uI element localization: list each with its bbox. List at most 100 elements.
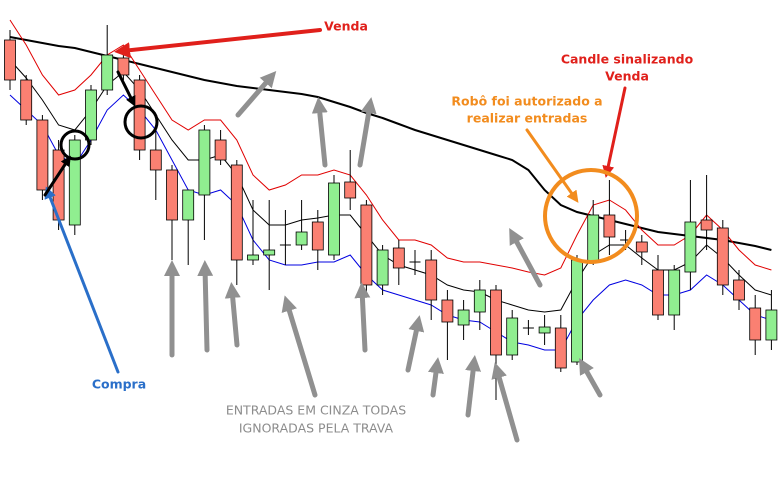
candle-body (490, 289, 502, 356)
candle-body (554, 327, 567, 369)
candle-body (700, 219, 713, 231)
candle-body (473, 289, 486, 313)
candle-body (635, 241, 648, 253)
annotation: Venda (605, 69, 649, 84)
candle (457, 300, 470, 340)
annotation: IGNORADAS PELA TRAVA (239, 421, 394, 436)
annotation: Compra (92, 377, 146, 392)
candle (166, 165, 178, 260)
candle (149, 125, 162, 200)
candle-body (230, 164, 243, 261)
candle-body (247, 254, 259, 261)
candle-body (68, 139, 81, 226)
candle-body (263, 249, 276, 256)
candle-body (133, 79, 146, 151)
candle-body (749, 307, 762, 341)
annotation: Venda (324, 19, 368, 34)
candle (263, 200, 276, 290)
arrows (43, 28, 639, 443)
candle-body (360, 204, 373, 286)
candle (473, 280, 486, 330)
annotation: realizar entradas (467, 111, 588, 126)
candle (587, 200, 600, 265)
moving-average (9, 36, 772, 251)
candle-body (36, 119, 49, 191)
candle (328, 175, 340, 260)
signal-arrow (602, 86, 627, 178)
candle-body (603, 214, 616, 238)
candle (279, 210, 291, 265)
candle (376, 245, 389, 295)
candle (20, 75, 33, 125)
buy-arrow (44, 186, 120, 374)
candle (684, 180, 697, 290)
candle-body (684, 221, 697, 273)
candle (101, 25, 114, 95)
candle (409, 250, 421, 275)
candle (538, 315, 551, 345)
candle (441, 290, 454, 360)
annotation: Candle sinalizando (561, 52, 694, 67)
candle-body (85, 89, 97, 141)
gray-arrows (163, 70, 603, 443)
candle-body (101, 54, 114, 91)
candle (295, 200, 308, 250)
candle (506, 310, 519, 360)
candle (182, 189, 195, 265)
candle (36, 115, 49, 200)
candle-body (149, 149, 162, 171)
candle (198, 125, 211, 240)
candle (700, 175, 713, 250)
candle-body (344, 181, 357, 199)
sell-arrow (114, 28, 322, 59)
candle-body (198, 129, 211, 196)
candle (425, 250, 438, 320)
candle (68, 135, 81, 235)
candle (554, 315, 567, 372)
candle-body (441, 299, 454, 323)
plot-area (4, 19, 778, 400)
annotation: ENTRADAS EM CINZA TODAS (226, 403, 406, 418)
signal-circle (543, 168, 639, 264)
candle-body (425, 259, 438, 301)
candle (214, 130, 227, 165)
annotation: Robô foi autorizado a (451, 94, 602, 109)
candle (716, 220, 729, 295)
candle-body (4, 39, 16, 81)
candle-body (716, 227, 729, 286)
candle (85, 85, 97, 145)
candle (133, 75, 146, 160)
sell-circle (123, 104, 159, 140)
candle-body (376, 249, 389, 286)
candle (749, 295, 762, 355)
candle-body (166, 169, 178, 221)
candle (230, 160, 243, 285)
candle-body (311, 221, 324, 251)
candle-body (765, 309, 778, 341)
candle-body (733, 279, 745, 301)
candle (668, 265, 681, 330)
black-arrow (116, 70, 136, 107)
candle-body (20, 79, 33, 121)
candle-body (295, 231, 308, 246)
candle-body (214, 139, 227, 161)
candle-body (587, 214, 600, 263)
candle (490, 285, 502, 400)
candle (635, 235, 648, 265)
candle (344, 150, 357, 210)
candle-body (392, 247, 405, 269)
candle (392, 240, 405, 285)
candle (247, 200, 259, 265)
candle-body (182, 189, 195, 221)
black-arrow (43, 155, 71, 197)
candle-body (457, 309, 470, 326)
candle-body (652, 269, 664, 316)
candle-body (538, 326, 551, 334)
candle-body (571, 259, 583, 363)
authorized-arrow (525, 128, 579, 203)
candle (4, 30, 16, 90)
candle (765, 290, 778, 350)
candle (311, 210, 324, 270)
candle (522, 320, 534, 335)
